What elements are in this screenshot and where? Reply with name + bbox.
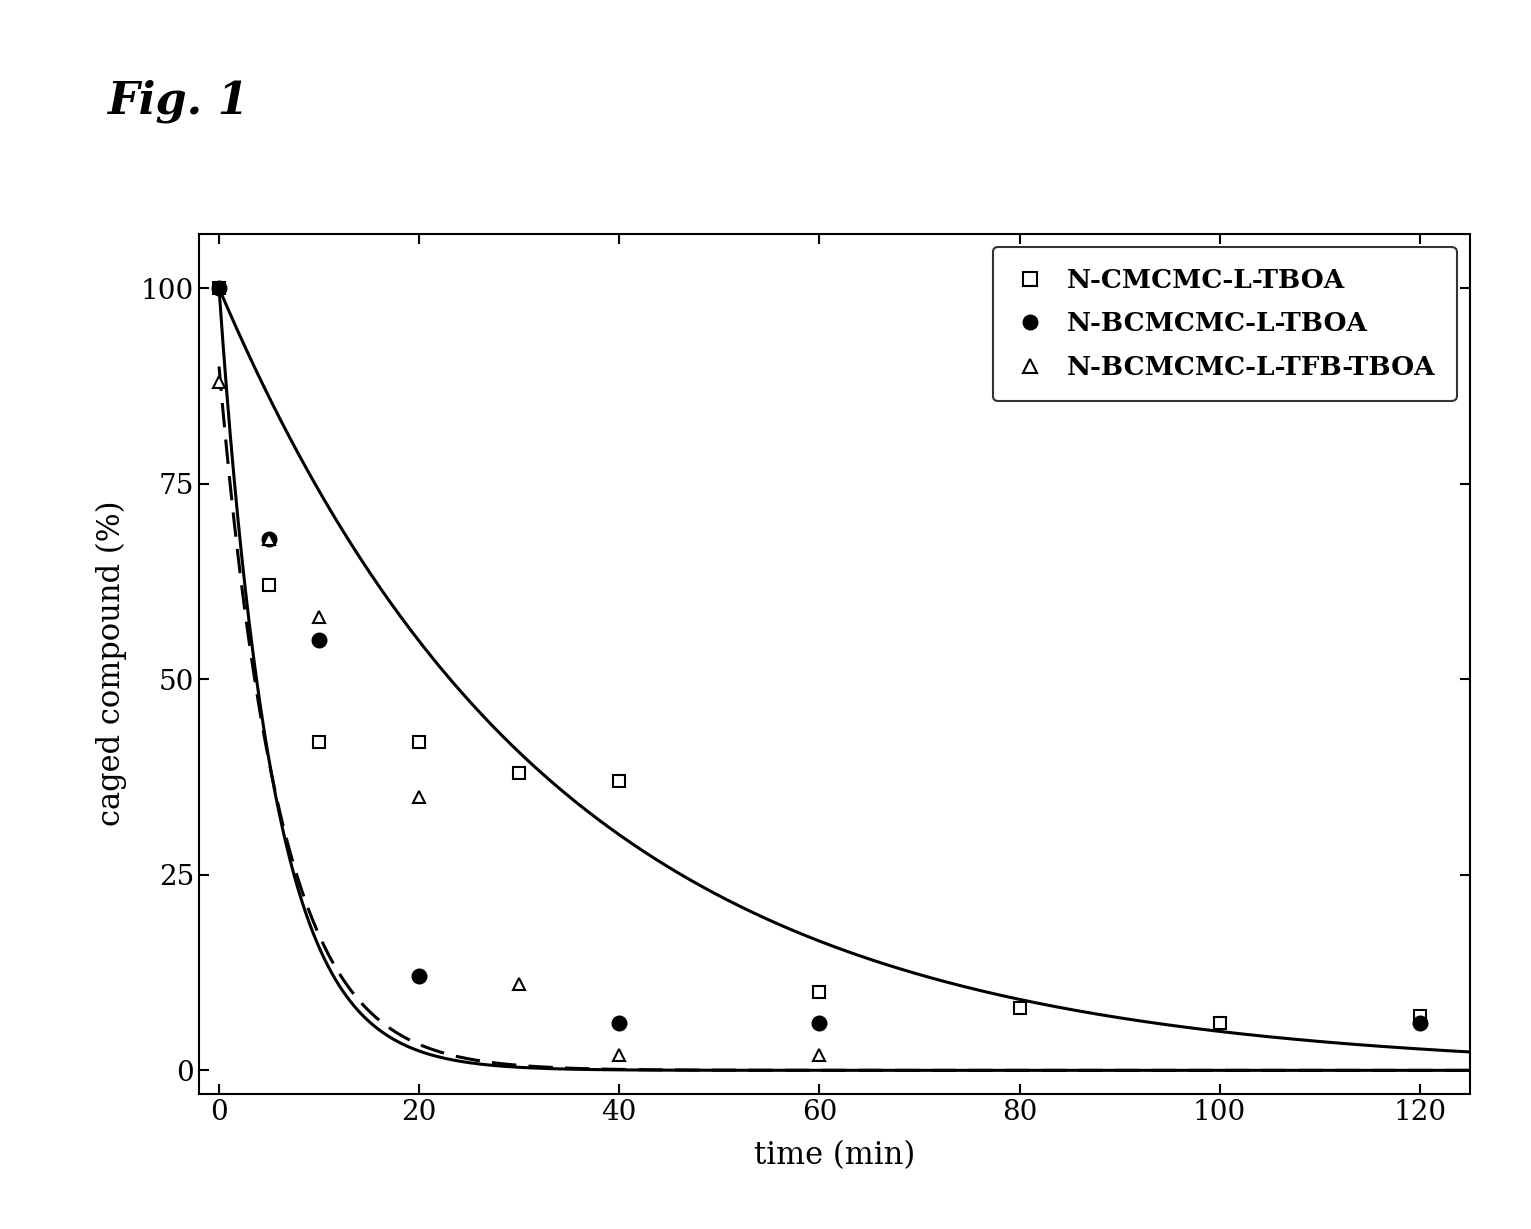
Y-axis label: caged compound (%): caged compound (%)	[96, 501, 127, 826]
X-axis label: time (min): time (min)	[753, 1139, 916, 1170]
Legend: N-CMCMC-L-TBOA, N-BCMCMC-L-TBOA, N-BCMCMC-L-TFB-TBOA: N-CMCMC-L-TBOA, N-BCMCMC-L-TBOA, N-BCMCM…	[994, 247, 1456, 401]
Text: Fig. 1: Fig. 1	[107, 80, 250, 123]
